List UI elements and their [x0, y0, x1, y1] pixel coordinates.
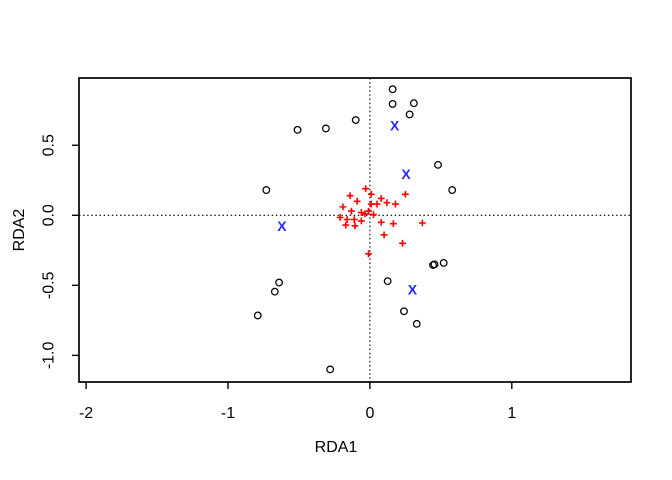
x-tick-label: 1	[507, 405, 516, 422]
species-point	[342, 221, 350, 229]
species-point	[373, 200, 381, 208]
site-point	[430, 260, 439, 269]
species-point	[377, 218, 385, 226]
species-point	[336, 213, 344, 221]
x-tick-label: -1	[221, 405, 235, 422]
species-point	[353, 197, 361, 205]
x-tick-label: 0	[365, 405, 374, 422]
y-axis-title: RDA2	[11, 208, 28, 252]
site-point	[351, 116, 360, 124]
species-point	[361, 210, 369, 218]
site-point	[448, 186, 457, 194]
species-point	[419, 219, 426, 227]
species-point	[365, 207, 372, 215]
site-point	[321, 124, 330, 133]
species-point	[367, 200, 375, 208]
species-point	[370, 211, 377, 218]
site-point	[270, 287, 279, 296]
species-point	[377, 195, 385, 202]
site-point	[412, 319, 421, 328]
plot-border	[78, 77, 632, 383]
x-tick-label: -2	[79, 405, 93, 422]
site-point	[405, 110, 414, 119]
species-point	[357, 209, 365, 216]
site-point	[253, 311, 262, 320]
centroid-mark: X	[390, 118, 400, 134]
species-point	[350, 216, 358, 223]
site-point	[409, 99, 418, 108]
site-point	[439, 258, 448, 267]
species-point	[399, 239, 406, 247]
site-point	[275, 278, 284, 287]
site-point	[383, 277, 392, 286]
site-point	[388, 99, 397, 108]
species-point	[389, 220, 397, 228]
y-tick-label: 0.5	[41, 134, 58, 156]
centroid-mark: X	[277, 218, 287, 234]
x-axis-title: RDA1	[314, 439, 358, 456]
species-point	[357, 217, 365, 225]
y-tick-label: 0.0	[41, 204, 58, 226]
species-point	[348, 207, 355, 215]
y-tick-label: -1.0	[41, 341, 58, 369]
species-point	[362, 185, 370, 193]
species-point	[392, 200, 399, 208]
species-point	[367, 190, 375, 198]
species-point	[339, 203, 347, 211]
centroid-mark: X	[408, 282, 418, 298]
site-point	[400, 307, 408, 316]
site-point	[262, 186, 271, 194]
y-tick-label: -0.5	[41, 271, 58, 299]
site-point	[388, 85, 397, 94]
site-point	[434, 160, 442, 169]
site-point	[326, 365, 335, 374]
species-point	[380, 231, 388, 239]
species-point	[351, 222, 359, 230]
site-point	[293, 125, 302, 134]
species-point	[346, 192, 354, 200]
species-point	[401, 190, 409, 198]
species-point	[365, 250, 372, 258]
species-point	[383, 199, 391, 207]
species-point	[343, 216, 351, 223]
centroid-mark: X	[401, 166, 411, 182]
